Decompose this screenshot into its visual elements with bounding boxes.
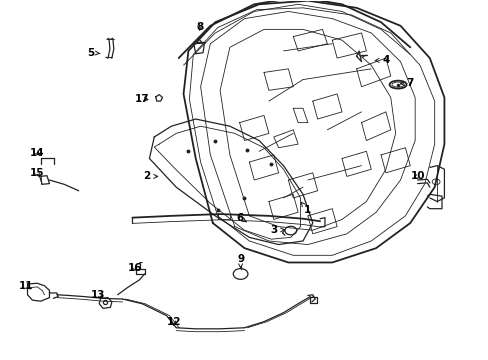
Text: 9: 9 <box>237 254 244 268</box>
Text: 6: 6 <box>236 213 246 222</box>
Text: 12: 12 <box>166 317 181 327</box>
Text: 14: 14 <box>30 148 44 158</box>
Text: 11: 11 <box>19 281 34 291</box>
Text: 8: 8 <box>196 22 203 32</box>
Text: 13: 13 <box>91 290 105 300</box>
Text: 3: 3 <box>269 225 284 235</box>
Text: 5: 5 <box>87 48 100 58</box>
Text: 2: 2 <box>143 171 157 181</box>
Text: 17: 17 <box>135 94 149 104</box>
Text: 4: 4 <box>374 55 389 65</box>
Text: 1: 1 <box>301 202 311 216</box>
Text: 15: 15 <box>30 168 44 178</box>
Text: 7: 7 <box>400 78 413 88</box>
Text: 16: 16 <box>127 263 142 273</box>
Text: 10: 10 <box>409 171 424 181</box>
